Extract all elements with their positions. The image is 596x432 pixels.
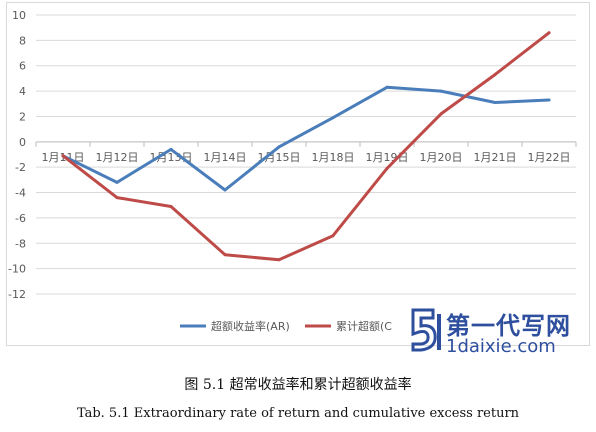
series-2-point bbox=[223, 253, 227, 257]
series-2-point bbox=[547, 31, 551, 35]
series-2-point bbox=[115, 196, 119, 200]
series-2-point bbox=[331, 234, 335, 238]
y-tick-label: 8 bbox=[19, 34, 26, 47]
series-2-point bbox=[493, 73, 497, 77]
y-tick-label: 4 bbox=[19, 85, 26, 98]
y-tick-label: -4 bbox=[15, 187, 26, 200]
y-tick-label: 0 bbox=[19, 136, 26, 149]
legend-label-1: 超额收益率(AR) bbox=[211, 319, 290, 333]
legend-label-2: 累计超额(C bbox=[336, 319, 392, 333]
series-1-point bbox=[277, 145, 281, 149]
x-tick-label: 1月21日 bbox=[474, 151, 517, 164]
figure-caption-en: Tab. 5.1 Extraordinary rate of return an… bbox=[76, 406, 520, 421]
series-1-point bbox=[331, 116, 335, 120]
series-1-point bbox=[115, 180, 119, 184]
y-tick-label: 2 bbox=[19, 110, 26, 123]
series-1-point bbox=[439, 89, 443, 93]
figure-caption-cn: 图 5.1 超常收益率和累计超额收益率 bbox=[184, 377, 412, 393]
series-line-2 bbox=[61, 31, 551, 262]
x-tick-label: 1月19日 bbox=[366, 151, 409, 164]
series-1-point bbox=[385, 85, 389, 89]
series-1-point bbox=[169, 147, 173, 151]
x-tick-label: 1月14日 bbox=[204, 151, 247, 164]
x-tick-label: 1月22日 bbox=[528, 151, 571, 164]
y-tick-label: -12 bbox=[8, 288, 26, 301]
x-tick-label: 1月12日 bbox=[96, 151, 139, 164]
series-2-point bbox=[439, 112, 443, 116]
series-line-1 bbox=[61, 85, 551, 192]
y-tick-label: 10 bbox=[12, 9, 26, 22]
y-tick-label: 6 bbox=[19, 60, 26, 73]
watermark-text: 第一代写网 bbox=[446, 312, 571, 340]
y-tick-label: -6 bbox=[15, 212, 26, 225]
series-1-point bbox=[493, 101, 497, 105]
x-tick-label: 1月13日 bbox=[150, 151, 193, 164]
x-tick-label: 1月18日 bbox=[312, 151, 355, 164]
series-2-point bbox=[61, 154, 65, 158]
watermark-logo-icon bbox=[411, 308, 441, 352]
series-2-point bbox=[169, 204, 173, 208]
series-1-point bbox=[223, 188, 227, 192]
x-tick-label: 1月20日 bbox=[420, 151, 463, 164]
series-1-point bbox=[547, 98, 551, 102]
series-2-point bbox=[385, 166, 389, 170]
watermark-url: 1daixie.com bbox=[446, 336, 556, 357]
series-2-point bbox=[277, 258, 281, 262]
y-tick-label: -2 bbox=[15, 161, 26, 174]
y-tick-label: -8 bbox=[15, 237, 26, 250]
y-tick-label: -10 bbox=[8, 263, 26, 276]
